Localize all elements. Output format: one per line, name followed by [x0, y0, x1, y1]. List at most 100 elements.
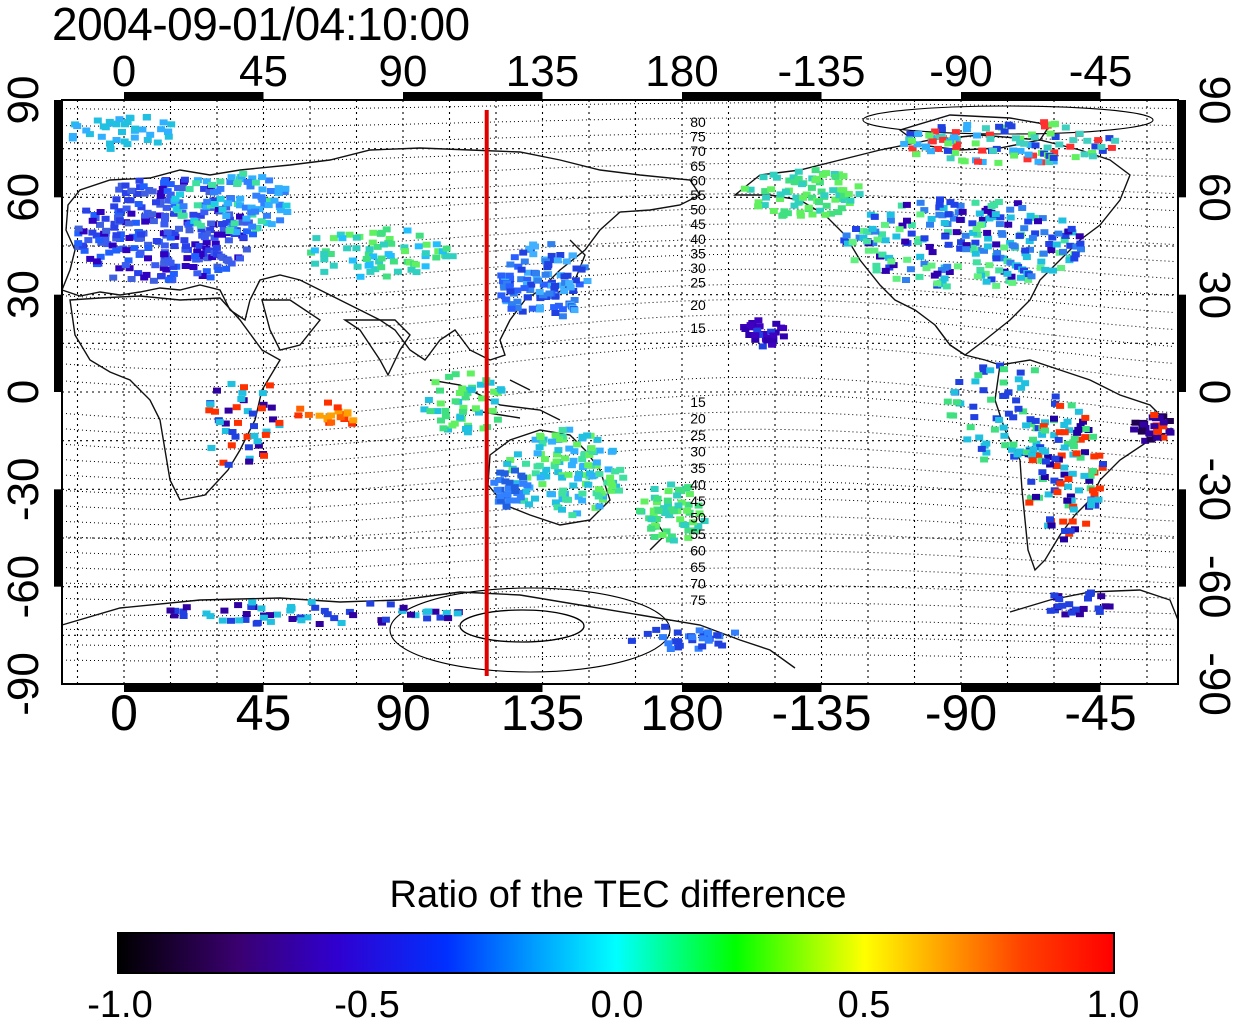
data-pixel — [951, 149, 960, 156]
data-pixel — [584, 481, 593, 488]
data-pixel — [265, 382, 274, 389]
data-pixel — [210, 234, 219, 241]
data-pixel — [227, 617, 235, 624]
data-pixel — [799, 194, 807, 201]
data-pixel — [257, 218, 266, 225]
data-pixel — [538, 481, 547, 488]
data-pixel — [1091, 502, 1100, 509]
contour-line — [61, 446, 1175, 481]
data-pixel — [227, 195, 236, 202]
data-pixel — [208, 254, 217, 261]
data-pixel — [520, 497, 529, 504]
data-pixel — [1111, 137, 1120, 144]
data-pixel — [218, 231, 226, 238]
data-pixel — [263, 220, 272, 226]
data-pixel — [699, 630, 708, 637]
contour-line — [61, 602, 1175, 617]
data-pixel — [593, 436, 602, 443]
data-pixel — [781, 188, 790, 195]
data-pixel — [493, 416, 502, 423]
colorbar-tick-max: 1.0 — [1086, 984, 1140, 1026]
data-pixel — [254, 442, 263, 449]
data-pixel — [243, 219, 252, 226]
data-pixel — [192, 256, 201, 263]
data-pixel — [105, 249, 114, 256]
data-pixel — [926, 221, 934, 228]
data-pixel — [1034, 218, 1042, 225]
contour-label: 70 — [690, 576, 706, 592]
data-pixel — [257, 194, 266, 201]
data-pixel — [214, 267, 223, 273]
data-pixel — [179, 613, 188, 619]
india-coastline — [342, 319, 411, 377]
data-pixel — [90, 212, 99, 218]
contour-line — [61, 253, 1175, 284]
data-pixel — [777, 324, 786, 331]
data-pixel — [287, 604, 295, 610]
data-pixel — [191, 241, 200, 248]
contour-line — [61, 193, 1175, 215]
data-pixel — [403, 227, 412, 234]
data-pixel — [1066, 527, 1075, 534]
data-pixel — [227, 442, 236, 449]
data-pixel — [990, 201, 998, 208]
colorbar-tick-min: -1.0 — [87, 984, 153, 1026]
data-pixel — [112, 121, 121, 128]
data-pixel — [276, 217, 285, 224]
contour-line — [61, 283, 1175, 318]
data-pixel — [984, 235, 993, 242]
data-pixel — [731, 629, 739, 636]
data-pixel — [666, 646, 675, 652]
data-pixel — [137, 204, 146, 211]
data-pixel — [382, 273, 391, 280]
data-pixel — [242, 246, 251, 253]
data-pixel — [248, 175, 257, 182]
data-pixel — [286, 607, 295, 614]
data-pixel — [387, 240, 396, 247]
map-frame — [54, 92, 1186, 692]
data-pixel — [219, 459, 228, 466]
data-pixel — [476, 381, 485, 388]
data-pixel — [502, 503, 511, 510]
data-pixel — [210, 201, 219, 207]
data-pixel — [274, 189, 283, 196]
data-pixel — [1006, 214, 1015, 221]
data-pixel — [237, 396, 246, 402]
data-pixel — [978, 159, 987, 165]
data-pixel — [508, 301, 516, 308]
data-pixel — [218, 617, 227, 624]
data-pixel — [1131, 419, 1140, 426]
data-pixel — [1041, 427, 1049, 434]
data-pixel — [606, 474, 615, 481]
data-pixel — [115, 186, 124, 193]
data-pixel — [937, 126, 946, 133]
data-pixel — [588, 473, 597, 480]
data-pixel — [1063, 497, 1072, 504]
data-pixel — [569, 457, 578, 464]
data-pixel — [985, 262, 994, 269]
data-pixel — [471, 405, 480, 412]
data-pixel — [970, 414, 979, 421]
data-pixel — [236, 255, 244, 262]
data-pixel — [320, 607, 329, 614]
map-title: 2004-09-01/04:10:00 — [52, 0, 470, 50]
data-pixel — [1038, 447, 1047, 453]
data-pixel — [1054, 603, 1063, 610]
data-pixel — [840, 197, 849, 203]
top-lon-label: 45 — [239, 47, 288, 96]
data-pixel — [239, 234, 248, 241]
data-pixel — [931, 128, 940, 135]
data-pixel — [971, 199, 980, 206]
top-lon-label: 90 — [379, 47, 428, 96]
data-pixel — [794, 168, 803, 175]
data-pixel — [216, 178, 225, 185]
data-pixel — [343, 410, 352, 417]
data-pixel — [653, 495, 662, 502]
contour-line — [61, 223, 1175, 249]
data-pixel — [979, 364, 988, 371]
data-pixel — [938, 281, 946, 288]
data-pixel — [551, 432, 560, 439]
data-pixel — [1010, 152, 1019, 159]
data-pixel — [249, 231, 257, 238]
data-pixel — [889, 262, 898, 269]
